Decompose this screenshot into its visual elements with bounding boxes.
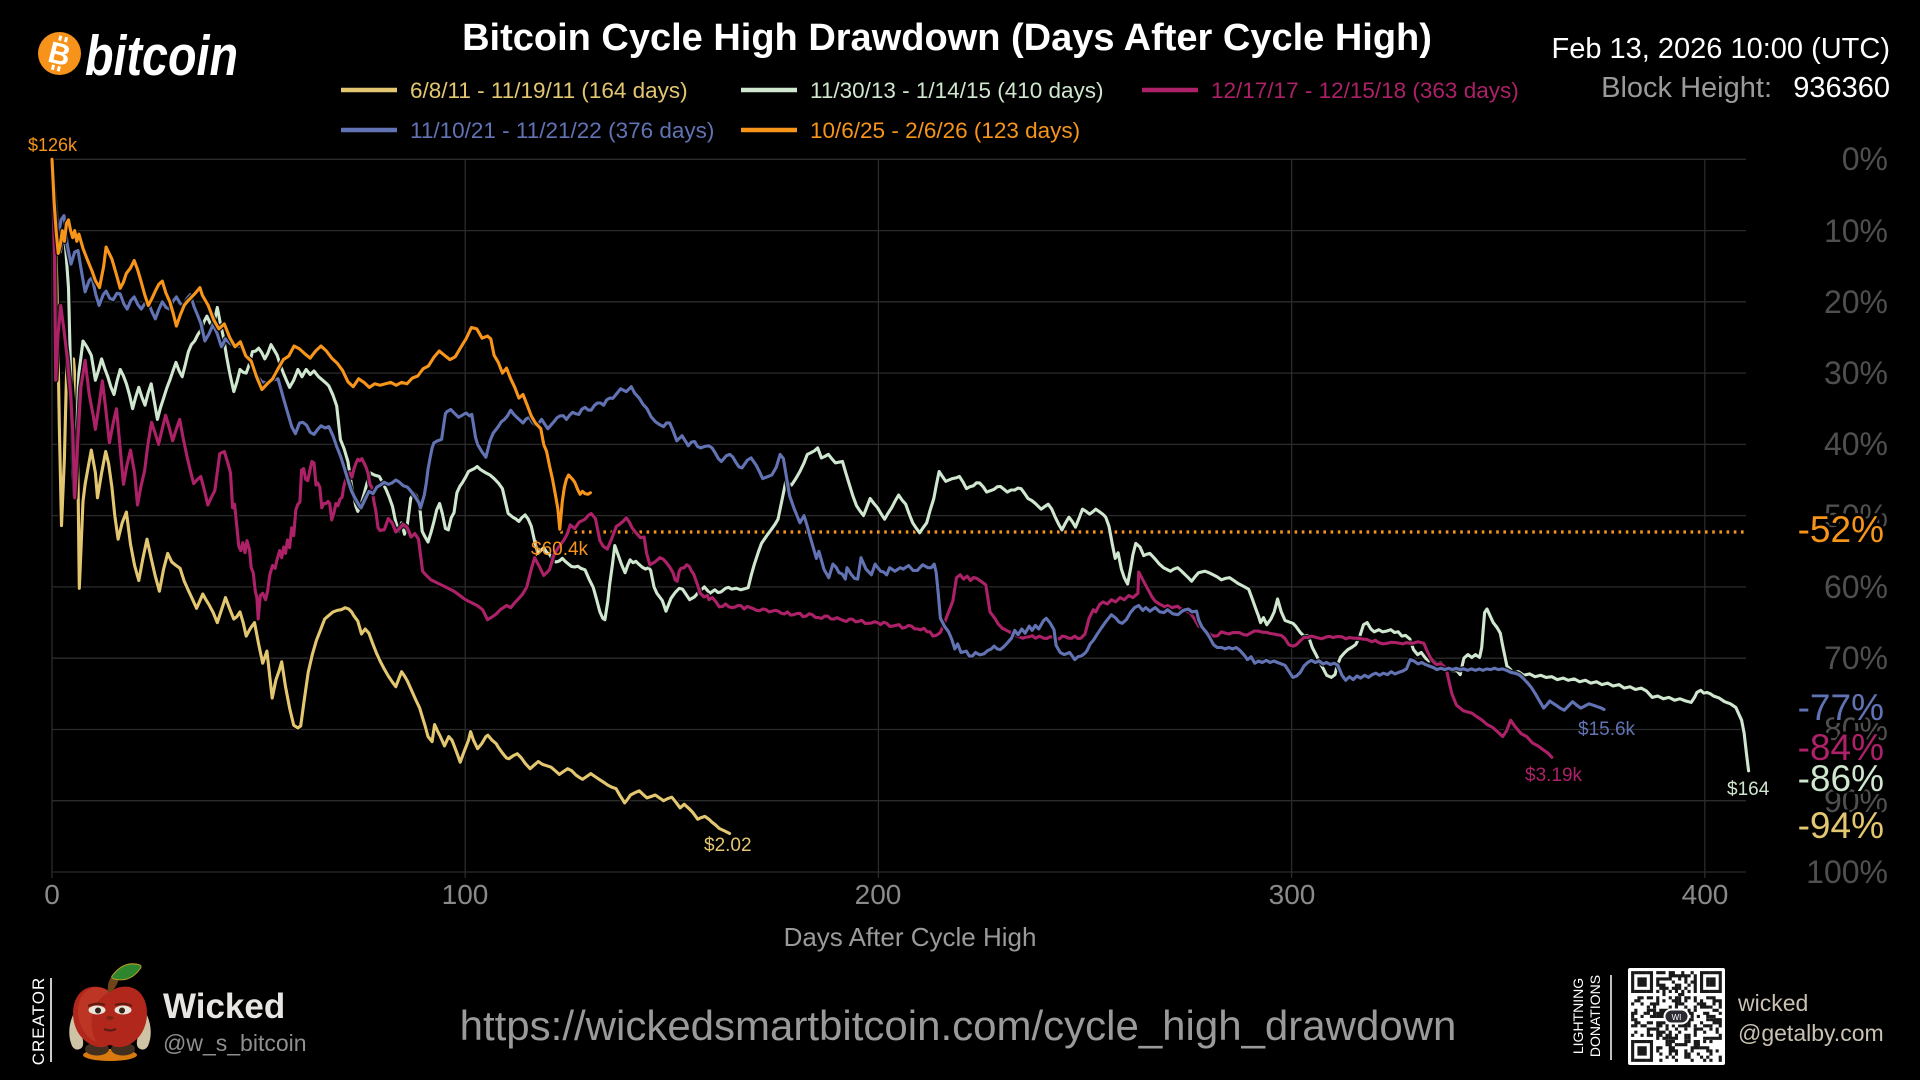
- svg-text:WI: WI: [1672, 1013, 1682, 1022]
- svg-text:-86%: -86%: [1798, 758, 1884, 799]
- svg-text:100: 100: [442, 879, 489, 910]
- svg-text:LIGHTNING: LIGHTNING: [1570, 978, 1586, 1054]
- svg-text:-94%: -94%: [1798, 805, 1884, 846]
- svg-text:-84%: -84%: [1798, 727, 1884, 768]
- svg-text:Days After Cycle High: Days After Cycle High: [784, 922, 1037, 952]
- svg-text:-77%: -77%: [1798, 687, 1884, 728]
- svg-text:40%: 40%: [1824, 426, 1888, 462]
- svg-text:300: 300: [1269, 879, 1316, 910]
- svg-text:CREATOR: CREATOR: [29, 977, 48, 1066]
- svg-text:90%: 90%: [1824, 783, 1888, 819]
- svg-text:50%: 50%: [1824, 498, 1888, 534]
- svg-text:$60.4k: $60.4k: [531, 539, 589, 560]
- svg-text:10%: 10%: [1824, 213, 1888, 249]
- svg-text:11/30/13 - 1/14/15 (410 days): 11/30/13 - 1/14/15 (410 days): [810, 78, 1104, 103]
- svg-text:-52%: -52%: [1798, 509, 1884, 550]
- svg-text:bitcoin: bitcoin: [85, 24, 238, 88]
- svg-text:100%: 100%: [1806, 854, 1888, 890]
- svg-text:6/8/11 - 11/19/11 (164 days): 6/8/11 - 11/19/11 (164 days): [410, 78, 688, 103]
- svg-text:936360: 936360: [1793, 72, 1890, 104]
- svg-text:0%: 0%: [1842, 141, 1888, 177]
- svg-text:0: 0: [44, 879, 60, 910]
- svg-text:10/6/25 - 2/6/26 (123 days): 10/6/25 - 2/6/26 (123 days): [810, 118, 1080, 143]
- svg-text:$164: $164: [1727, 779, 1770, 800]
- svg-text:https://wickedsmartbitcoin.com: https://wickedsmartbitcoin.com/cycle_hig…: [460, 1002, 1457, 1049]
- svg-text:$3.19k: $3.19k: [1525, 765, 1583, 786]
- svg-text:400: 400: [1682, 879, 1729, 910]
- svg-text:30%: 30%: [1824, 355, 1888, 391]
- svg-text:$2.02: $2.02: [704, 835, 752, 856]
- svg-text:Block Height:: Block Height:: [1601, 72, 1772, 104]
- svg-text:11/10/21 - 11/21/22 (376 days): 11/10/21 - 11/21/22 (376 days): [410, 118, 714, 143]
- svg-text:12/17/17 - 12/15/18 (363 days): 12/17/17 - 12/15/18 (363 days): [1211, 78, 1519, 103]
- svg-text:200: 200: [855, 879, 902, 910]
- svg-text:Wicked: Wicked: [163, 987, 285, 1026]
- svg-text:60%: 60%: [1824, 569, 1888, 605]
- svg-text:@getalby.com: @getalby.com: [1738, 1020, 1884, 1046]
- svg-text:80%: 80%: [1824, 711, 1888, 747]
- svg-text:$126k: $126k: [28, 135, 78, 155]
- svg-text:@w_s_bitcoin: @w_s_bitcoin: [163, 1030, 307, 1056]
- svg-text:20%: 20%: [1824, 284, 1888, 320]
- svg-text:Feb 13, 2026 10:00 (UTC): Feb 13, 2026 10:00 (UTC): [1551, 33, 1890, 65]
- svg-text:Bitcoin Cycle High Drawdown (D: Bitcoin Cycle High Drawdown (Days After …: [462, 17, 1432, 59]
- svg-text:70%: 70%: [1824, 640, 1888, 676]
- svg-text:wicked: wicked: [1737, 990, 1808, 1016]
- svg-text:$15.6k: $15.6k: [1578, 719, 1636, 740]
- svg-text:DONATIONS: DONATIONS: [1587, 975, 1603, 1057]
